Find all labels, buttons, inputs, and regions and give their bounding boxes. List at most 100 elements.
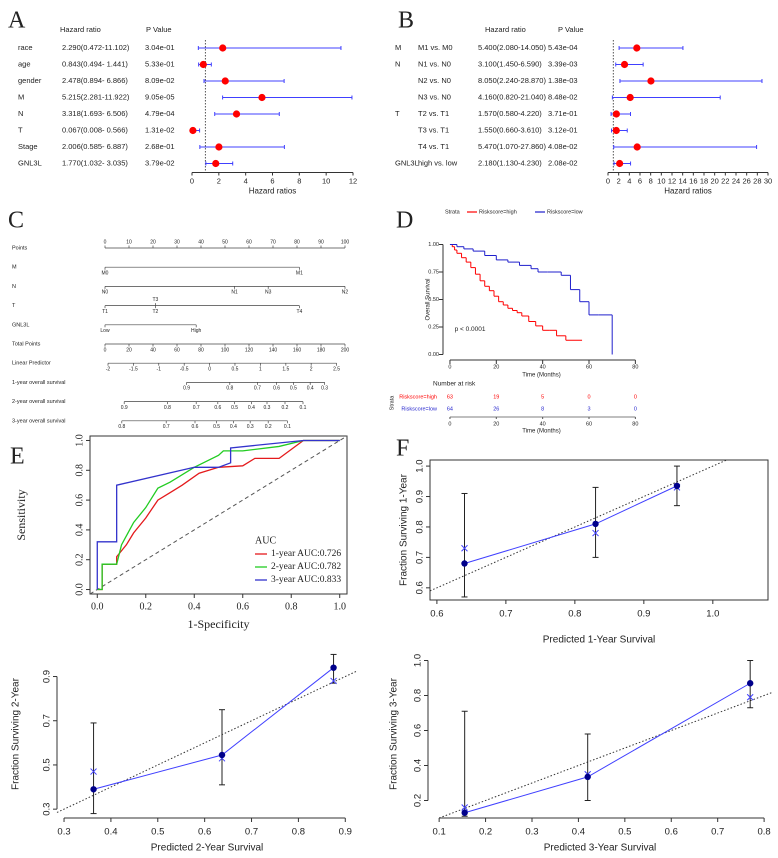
hazard-ratio-text: 1.570(0.580-4.220) bbox=[478, 109, 542, 118]
row-name: Total Points bbox=[12, 341, 41, 347]
scale-label: 0.4 bbox=[248, 405, 255, 411]
scale-label: 0.3 bbox=[264, 405, 271, 411]
scale-label: 160 bbox=[293, 347, 302, 353]
row-name: Points bbox=[12, 245, 28, 251]
legend-title: Strata bbox=[445, 209, 461, 215]
p-value-text: 4.79e-04 bbox=[145, 109, 175, 118]
p-value-text: 5.43e-04 bbox=[548, 43, 578, 52]
y-tick-label: 1.0 bbox=[74, 434, 85, 447]
row-label: high vs. low bbox=[418, 158, 458, 167]
hazard-ratio-point bbox=[612, 126, 620, 135]
hazard-ratio-point bbox=[647, 77, 655, 85]
row-label: N2 vs. N0 bbox=[418, 76, 451, 85]
hazard-ratio-point bbox=[626, 93, 634, 102]
corrected-mark bbox=[461, 544, 468, 552]
scale-label: 0.2 bbox=[265, 424, 272, 430]
scale-label: T4 bbox=[296, 309, 302, 315]
x-tick-label: 6 bbox=[638, 176, 642, 185]
scale-label: 50 bbox=[222, 239, 228, 245]
risk-count: 26 bbox=[493, 406, 499, 412]
row-name: N bbox=[12, 284, 16, 290]
x-tick-label: 0.1 bbox=[433, 827, 446, 838]
row-name: Linear Predictor bbox=[12, 361, 51, 367]
x-tick-label: 1.0 bbox=[333, 601, 346, 612]
x-tick-label: 0.3 bbox=[525, 827, 538, 838]
scale-label: 180 bbox=[317, 347, 326, 353]
row-label: N3 vs. N0 bbox=[418, 92, 451, 101]
observed-point bbox=[461, 560, 468, 567]
risk-tick-label: 80 bbox=[632, 421, 638, 427]
p-value-text: 3.39e-03 bbox=[548, 59, 578, 68]
hazard-ratio-point bbox=[612, 110, 620, 118]
legend-title: AUC bbox=[255, 535, 276, 546]
hazard-ratio-text: 2.006(0.585- 6.887) bbox=[62, 142, 128, 151]
hazard-ratio-point bbox=[258, 93, 266, 102]
scale-label: 60 bbox=[246, 239, 252, 245]
calibration-line bbox=[464, 485, 678, 564]
corrected-mark bbox=[746, 693, 754, 701]
row-label: Stage bbox=[18, 142, 38, 151]
x-tick-label: 4 bbox=[627, 176, 631, 185]
scale-label: High bbox=[191, 328, 202, 334]
hazard-ratio-text: 1.550(0.660-3.610) bbox=[478, 125, 542, 134]
x-tick-label: 0 bbox=[448, 364, 451, 370]
p-value-text: 9.05e-05 bbox=[145, 92, 175, 101]
scale-label: 0.3 bbox=[247, 424, 254, 430]
x-tick-label: 0.5 bbox=[151, 827, 164, 838]
hazard-ratio-text: 8.050(2.240-28.870) bbox=[478, 76, 546, 85]
hazard-ratio-point bbox=[189, 126, 197, 135]
x-tick-label: 0.6 bbox=[430, 609, 443, 620]
x-tick-label: 28 bbox=[753, 176, 761, 185]
hazard-ratio-text: 2.478(0.894- 6.866) bbox=[62, 76, 128, 85]
hazard-ratio-point bbox=[633, 44, 641, 52]
scale-label: M0 bbox=[102, 271, 109, 277]
scale-label: -0.5 bbox=[180, 367, 189, 373]
hazard-ratio-point bbox=[620, 60, 629, 69]
row-name: M bbox=[12, 265, 17, 271]
ideal-line bbox=[429, 459, 727, 592]
legend-label: 2-year AUC:0.782 bbox=[271, 562, 341, 572]
scale-label: Low bbox=[100, 328, 110, 334]
scale-label: 0.8 bbox=[226, 386, 233, 392]
y-tick-label: 0.25 bbox=[428, 324, 439, 330]
scale-label: N0 bbox=[102, 290, 109, 296]
panel-label: B bbox=[398, 8, 414, 34]
hazard-ratio-point bbox=[199, 60, 207, 69]
risk-tick-label: 20 bbox=[493, 421, 499, 427]
scale-label: 0.6 bbox=[192, 424, 199, 430]
corrected-mark bbox=[330, 677, 337, 685]
risk-count: 8 bbox=[541, 406, 544, 412]
row-name: T bbox=[12, 303, 16, 309]
x-tick-label: 8 bbox=[649, 176, 653, 185]
scale-label: 70 bbox=[270, 239, 276, 245]
y-tick-label: 0.0 bbox=[74, 583, 85, 596]
panel-label: C bbox=[8, 208, 24, 234]
x-tick-label: 24 bbox=[732, 176, 740, 185]
x-tick-label: 26 bbox=[742, 176, 750, 185]
scale-label: 0.5 bbox=[290, 386, 297, 392]
plot-frame bbox=[429, 459, 769, 601]
scale-label: 30 bbox=[174, 239, 180, 245]
hazard-ratio-text: 0.067(0.008- 0.566) bbox=[62, 125, 128, 134]
scale-label: 2 bbox=[310, 367, 313, 373]
row-label: N1 vs. N0 bbox=[418, 59, 451, 68]
y-tick-label: 0.8 bbox=[415, 520, 426, 533]
x-tick-label: 2 bbox=[217, 176, 221, 185]
plot-frame bbox=[89, 435, 348, 595]
x-tick-label: 0.9 bbox=[637, 609, 650, 620]
x-tick-label: 30 bbox=[764, 176, 772, 185]
scale-label: 0.9 bbox=[121, 405, 128, 411]
group-label: T bbox=[395, 109, 400, 118]
panel-label: E bbox=[10, 444, 25, 470]
x-tick-label: 40 bbox=[540, 364, 546, 370]
scale-label: 0.5 bbox=[213, 424, 220, 430]
x-tick-label: 0.5 bbox=[618, 827, 631, 838]
x-axis-title: Hazard ratios bbox=[249, 187, 297, 196]
panel-label: A bbox=[8, 8, 26, 34]
y-axis-title: Sensitivity bbox=[14, 489, 28, 540]
observed-point bbox=[330, 664, 337, 671]
p-value-text: 4.08e-02 bbox=[548, 142, 578, 151]
risk-tick-label: 40 bbox=[540, 421, 546, 427]
risk-row-label: Riskscore=low bbox=[401, 406, 437, 412]
scale-label: 1.5 bbox=[282, 367, 289, 373]
